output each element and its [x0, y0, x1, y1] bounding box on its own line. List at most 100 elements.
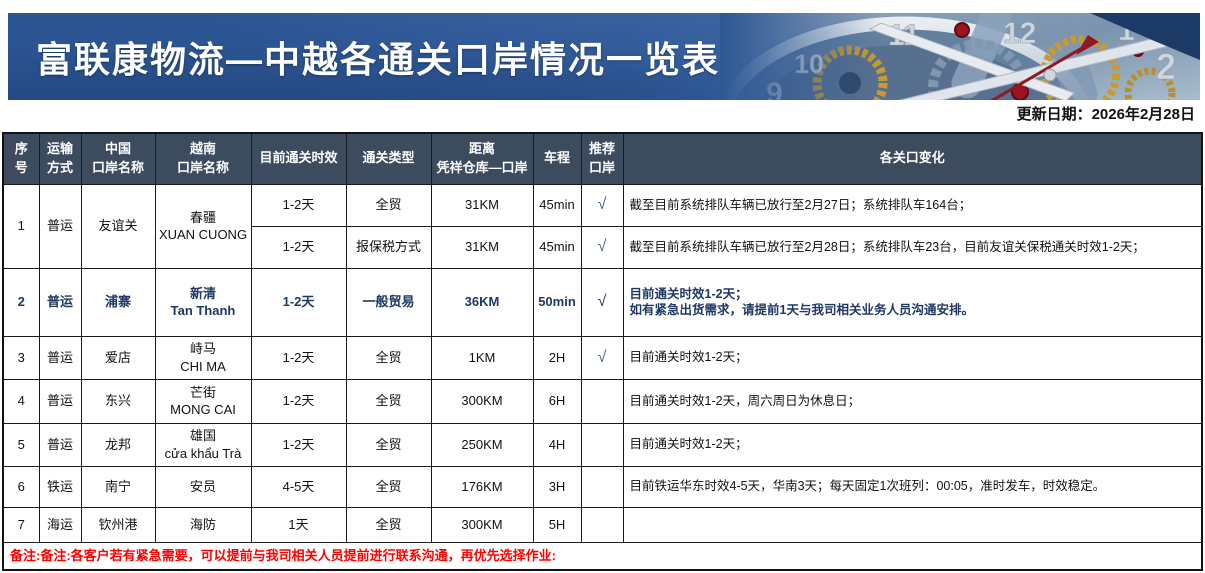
table-cell: 1天 — [250, 506, 347, 543]
table-cell: 爱店 — [80, 335, 156, 380]
table-cell — [580, 506, 624, 543]
table-cell: 1KM — [430, 335, 534, 380]
table-cell: 31KM — [430, 183, 534, 227]
table-body: 1 普运 友谊关 春疆 XUAN CUONG 1-2天 全贸 31KM 45min √ 截至目前系… — [2, 183, 1203, 543]
table-row-3: 3 普运 爱店 峙马 CHI MA 1-2天 全贸 1KM 2H √ 目前通关时效1-2天； — [2, 335, 1203, 380]
table-cell: 300KM — [430, 506, 534, 543]
table-cell: 1-2天 — [250, 422, 347, 467]
table-cell: 300KM — [430, 378, 534, 424]
svg-text:2: 2 — [1156, 46, 1176, 87]
table-cell: 春疆 XUAN CUONG — [154, 183, 252, 269]
table-row-7: 7 海运 钦州港 海防 1天 全贸 300KM 5H — [2, 506, 1203, 543]
table-cell: 50min — [532, 267, 582, 337]
table-cell: 钦州港 — [80, 506, 156, 543]
table-cell: 目前通关时效1-2天，周六周日为休息日； — [622, 378, 1203, 424]
table-cell: 4H — [532, 422, 582, 467]
page-title: 富联康物流—中越各通关口岸情况一览表 — [36, 38, 721, 80]
table-cell — [622, 506, 1203, 543]
col-header-6: 距离 凭祥仓库—口岸 — [430, 132, 534, 185]
recommended-check: √ — [580, 225, 624, 269]
table-cell — [580, 378, 624, 424]
table-cell: 雄国 cửa khẩu Trà — [154, 422, 252, 467]
table-cell: 一般贸易 — [345, 267, 432, 337]
table-footer: 备注:备注:各客户若有紧急需要，可以提前与我司相关人员提前进行联系沟通，再优先选… — [2, 541, 1203, 571]
col-header-8: 推荐 口岸 — [580, 132, 624, 185]
table-cell: 4-5天 — [250, 465, 347, 508]
table-cell: 全贸 — [345, 183, 432, 227]
table-header: 序 号运输 方式 中国 口岸名称 越南 口岸名称 目前通关时效 通关类型 距离 凭祥仓库—… — [2, 132, 1203, 185]
col-header-9: 各关口变化 — [622, 132, 1203, 185]
table-cell: 1-2天 — [250, 378, 347, 424]
table-cell: 1-2天 — [250, 335, 347, 380]
table-cell: 普运 — [38, 183, 82, 269]
table-row-2: 2 普运 浦寨 新清 Tan Thanh 1-2天 一般贸易 36KM 50min √ 目前通关时… — [2, 267, 1203, 337]
table-cell: 报保税方式 — [345, 225, 432, 269]
table-cell: 250KM — [430, 422, 534, 467]
table-cell: 普运 — [38, 422, 82, 467]
table-cell: 龙邦 — [80, 422, 156, 467]
table-cell: 安员 — [154, 465, 252, 508]
table-cell: 4 — [2, 378, 40, 424]
banner: 富联康物流—中越各通关口岸情况一览表 — [8, 13, 1200, 100]
svg-text:12: 12 — [1003, 17, 1036, 50]
col-header-1: 运输 方式 — [38, 132, 82, 185]
table-cell: 南宁 — [80, 465, 156, 508]
table-cell: 全贸 — [345, 378, 432, 424]
table-cell: 3 — [2, 335, 40, 380]
table-cell: 45min — [532, 225, 582, 269]
table-cell: 36KM — [430, 267, 534, 337]
col-header-4: 目前通关时效 — [250, 132, 347, 185]
recommended-check: √ — [580, 335, 624, 380]
table-row-1: 1-2天 报保税方式 31KM 45min √ 截至目前系统排队车辆已放行至2月28日；系… — [3, 225, 1203, 269]
table-row-5: 5 普运 龙邦 雄国 cửa khẩu Trà 1-2天 全贸 250KM 4H 目前通关时效1… — [2, 422, 1203, 467]
table-cell: 全贸 — [345, 506, 432, 543]
table-cell: 1 — [2, 183, 40, 269]
table-cell: 6H — [532, 378, 582, 424]
footer-note: 备注:备注:各客户若有紧急需要，可以提前与我司相关人员提前进行联系沟通，再优先选… — [2, 541, 1203, 571]
table-cell — [580, 422, 624, 467]
table-cell: 3H — [532, 465, 582, 508]
table-cell: 普运 — [38, 267, 82, 337]
ports-table: 序 号运输 方式 中国 口岸名称 越南 口岸名称 目前通关时效 通关类型 距离 凭祥仓库—… — [2, 132, 1203, 571]
table-cell: 芒街 MONG CAI — [154, 378, 252, 424]
table-cell: 新清 Tan Thanh — [154, 267, 252, 337]
table-cell: 176KM — [430, 465, 534, 508]
col-header-5: 通关类型 — [345, 132, 432, 185]
table-cell: 海防 — [154, 506, 252, 543]
table-cell: 海运 — [38, 506, 82, 543]
table-cell: 1-2天 — [250, 267, 347, 337]
table-cell: 2 — [2, 267, 40, 337]
table-cell: 6 — [2, 465, 40, 508]
table-cell: 普运 — [38, 335, 82, 380]
table-cell: 5 — [2, 422, 40, 467]
table-cell: 7 — [2, 506, 40, 543]
table-cell: 2H — [532, 335, 582, 380]
table-cell: 友谊关 — [80, 183, 156, 269]
table-cell: 铁运 — [38, 465, 82, 508]
table-cell: 全贸 — [345, 465, 432, 508]
table-cell: 普运 — [38, 378, 82, 424]
table-cell — [580, 465, 624, 508]
recommended-check: √ — [580, 267, 624, 337]
table-cell: 浦寨 — [80, 267, 156, 337]
table-cell: 全贸 — [345, 422, 432, 467]
col-header-3: 越南 口岸名称 — [154, 132, 252, 185]
watch-mechanism-image: 11 12 1 2 10 9 — [720, 13, 1200, 100]
table-cell: 截至目前系统排队车辆已放行至2月27日；系统排队车164台； — [622, 183, 1203, 227]
table-cell: 目前铁运华东时效4-5天，华南3天；每天固定1次班列：00:05，准时发车，时效… — [622, 465, 1203, 508]
table-cell: 截至目前系统排队车辆已放行至2月28日；系统排队车23台，目前友谊关保税通关时效… — [622, 225, 1203, 269]
recommended-check: √ — [580, 183, 624, 227]
table-cell: 1-2天 — [250, 183, 347, 227]
col-header-2: 中国 口岸名称 — [80, 132, 156, 185]
col-header-0: 序 号 — [2, 132, 40, 185]
table-cell: 东兴 — [80, 378, 156, 424]
table-row-4: 4 普运 东兴 芒街 MONG CAI 1-2天 全贸 300KM 6H 目前通关时效1-2天，… — [2, 378, 1203, 424]
table-cell: 峙马 CHI MA — [154, 335, 252, 380]
table-cell: 全贸 — [345, 335, 432, 380]
update-date: 更新日期：2026年2月28日 — [1016, 106, 1195, 123]
table-cell: 1-2天 — [250, 225, 347, 269]
table-cell: 5H — [532, 506, 582, 543]
col-header-7: 车程 — [532, 132, 582, 185]
table-row-0: 1 普运 友谊关 春疆 XUAN CUONG 1-2天 全贸 31KM 45min √ 截至目前系… — [2, 183, 1203, 269]
table-cell: 45min — [532, 183, 582, 227]
